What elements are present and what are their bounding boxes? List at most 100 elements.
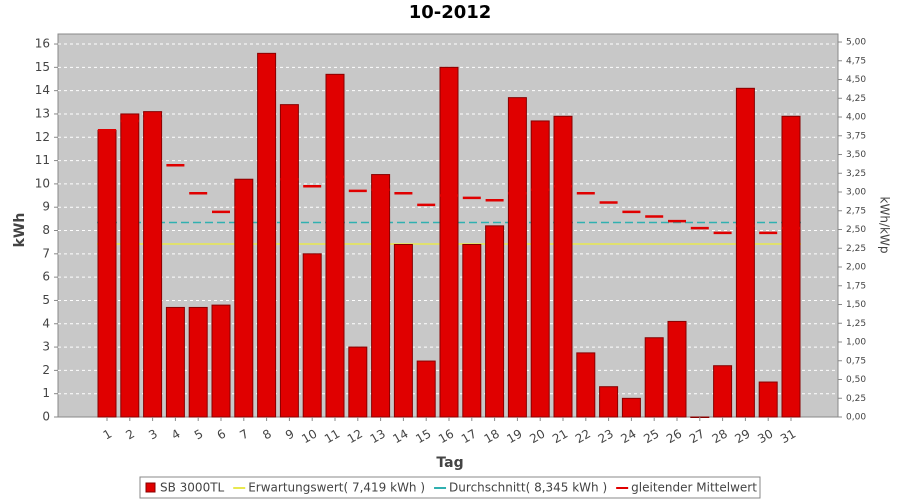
bar	[781, 115, 801, 418]
bar	[576, 352, 596, 418]
x-tick-label: 29	[732, 427, 752, 447]
y-tick-label: 15	[35, 60, 50, 74]
x-tick-label: 18	[482, 427, 502, 447]
x-tick-label: 21	[550, 427, 570, 447]
y2-tick-label: 3,75	[846, 131, 866, 141]
x-tick-label: 17	[459, 427, 479, 447]
y-tick-label: 2	[42, 363, 50, 377]
bar	[713, 365, 733, 418]
x-tick-label: 15	[413, 427, 433, 447]
x-tick-label: 13	[368, 427, 388, 447]
y2-tick-label: 0,50	[846, 375, 866, 385]
y-tick-label: 0	[42, 410, 50, 424]
bar	[188, 306, 208, 418]
y-tick-label: 4	[42, 316, 50, 330]
y2-tick-label: 0,25	[846, 394, 866, 404]
bar	[462, 243, 482, 418]
y2-tick-label: 2,00	[846, 263, 866, 273]
legend-label: Durchschnitt( 8,345 kWh )	[449, 481, 607, 495]
bar	[371, 174, 391, 418]
y-tick-label: 1	[42, 386, 50, 400]
legend-swatch	[145, 482, 156, 493]
legend-label: SB 3000TL	[160, 481, 225, 495]
bar	[644, 337, 664, 418]
y2-tick-label: 3,25	[846, 169, 866, 179]
x-tick-label: 4	[169, 427, 183, 443]
bar	[143, 111, 163, 418]
chart-title: 10-2012	[409, 2, 492, 23]
y2-tick-label: 5,00	[846, 38, 866, 48]
y-tick-label: 13	[35, 106, 50, 120]
bar	[257, 52, 277, 418]
x-tick-label: 1	[101, 427, 115, 443]
x-tick-label: 14	[390, 427, 410, 447]
x-tick-label: 28	[710, 427, 730, 447]
y2-tick-label: 0,75	[846, 356, 866, 366]
y-tick-label: 6	[42, 270, 50, 284]
y2-tick-label: 2,25	[846, 244, 866, 254]
bar	[234, 178, 254, 418]
y2-tick-label: 3,00	[846, 188, 866, 198]
bar	[393, 243, 413, 418]
y-tick-label: 16	[35, 37, 50, 51]
bar	[211, 304, 231, 418]
x-tick-label: 16	[436, 427, 456, 447]
x-tick-label: 25	[641, 427, 661, 447]
x-tick-label: 7	[237, 427, 251, 443]
bar	[667, 320, 687, 418]
bar	[439, 66, 459, 418]
x-axis-title: Tag	[436, 455, 463, 471]
x-tick-label: 19	[504, 427, 524, 447]
x-tick-label: 27	[687, 427, 707, 447]
y-tick-label: 5	[42, 293, 50, 307]
bar	[599, 386, 619, 418]
bar	[621, 397, 641, 418]
y-tick-label: 3	[42, 340, 50, 354]
bar	[302, 253, 322, 418]
x-tick-label: 10	[299, 427, 319, 447]
y2-tick-label: 4,75	[846, 56, 866, 66]
y-tick-label: 8	[42, 223, 50, 237]
x-tick-label: 6	[215, 427, 229, 443]
bar	[97, 129, 117, 418]
legend	[139, 476, 761, 499]
x-tick-label: 26	[664, 427, 684, 447]
bar	[348, 346, 368, 418]
y2-tick-label: 4,25	[846, 94, 866, 104]
x-tick-label: 5	[192, 427, 206, 443]
y2-tick-label: 3,50	[846, 150, 866, 160]
y2-tick-label: 0,00	[846, 413, 866, 423]
x-tick-label: 20	[527, 427, 547, 447]
legend-label: gleitender Mittelwert	[631, 481, 757, 495]
bar	[507, 97, 527, 418]
legend-label: Erwartungswert( 7,419 kWh )	[248, 481, 425, 495]
y2-tick-label: 1,75	[846, 281, 866, 291]
x-tick-label: 12	[345, 427, 365, 447]
x-tick-label: 23	[596, 427, 616, 447]
x-tick-label: 3	[146, 427, 160, 443]
x-tick-label: 9	[283, 427, 297, 443]
bar	[120, 113, 140, 418]
y2-tick-label: 2,50	[846, 225, 866, 235]
y-tick-label: 12	[35, 130, 50, 144]
x-tick-label: 31	[778, 427, 798, 447]
y2-tick-label: 4,50	[846, 75, 866, 85]
bar	[530, 120, 550, 418]
bar	[735, 87, 755, 418]
x-tick-label: 11	[322, 427, 342, 447]
y-tick-label: 7	[42, 246, 50, 260]
bar	[758, 381, 778, 418]
x-tick-label: 22	[573, 427, 593, 447]
bar	[485, 225, 505, 418]
bar	[165, 306, 185, 418]
y-tick-label: 9	[42, 200, 50, 214]
y2-tick-label: 2,75	[846, 206, 866, 216]
bar	[279, 104, 299, 418]
y2-tick-label: 1,25	[846, 319, 866, 329]
x-tick-label: 24	[618, 427, 638, 447]
y-tick-label: 11	[35, 153, 50, 167]
bar	[553, 115, 573, 418]
bar	[325, 73, 345, 418]
y2-axis-title: kWh/kWp	[878, 197, 892, 254]
